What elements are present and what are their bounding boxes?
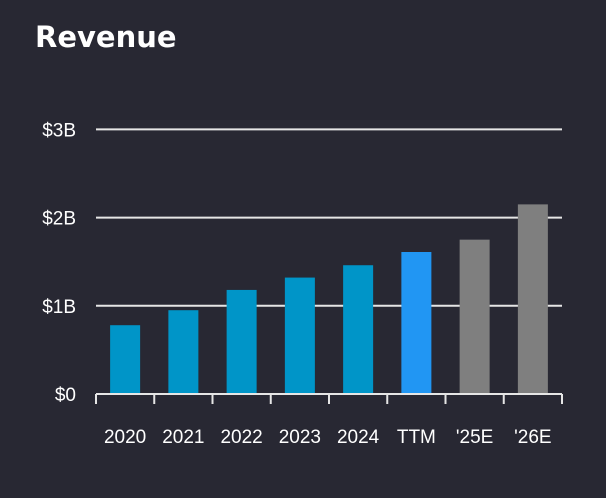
bar-TTM [401,251,432,394]
x-tick-label: 2021 [162,427,204,448]
x-tick-label: 2020 [104,427,146,448]
x-tick-label: 2023 [279,427,321,448]
y-tick-label: $2B [42,209,76,230]
bar-25E [459,239,490,394]
bar-2024 [343,265,374,394]
x-tick-label: TTM [397,427,436,448]
x-tick-label: 2022 [220,427,262,448]
y-tick-label: $1B [42,297,76,318]
x-tick-label: 2024 [337,427,380,448]
y-tick-label: $3B [42,120,76,141]
bar-26E [517,204,548,394]
bar-2021 [168,310,199,394]
chart-title: Revenue [35,20,177,54]
x-tick-label: '26E [514,427,551,448]
bar-2020 [110,325,141,394]
bar-2023 [284,277,315,394]
y-tick-label: $0 [55,385,76,406]
x-tick-label: '25E [456,427,493,448]
bar-2022 [226,289,257,394]
